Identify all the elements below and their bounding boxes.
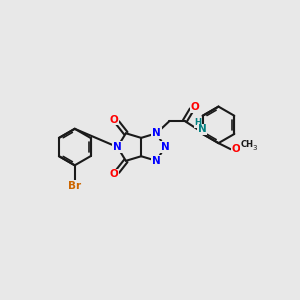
Text: 3: 3 xyxy=(253,145,257,151)
Text: O: O xyxy=(110,115,118,124)
Text: N: N xyxy=(113,142,122,152)
Text: N: N xyxy=(160,142,169,152)
Text: O: O xyxy=(110,169,118,179)
Text: CH: CH xyxy=(240,140,254,149)
Text: Br: Br xyxy=(68,181,81,191)
Text: O: O xyxy=(191,102,200,112)
Text: H: H xyxy=(194,118,201,127)
Text: N: N xyxy=(152,128,161,138)
Text: O: O xyxy=(232,144,240,154)
Text: N: N xyxy=(198,124,207,134)
Text: N: N xyxy=(152,156,161,166)
